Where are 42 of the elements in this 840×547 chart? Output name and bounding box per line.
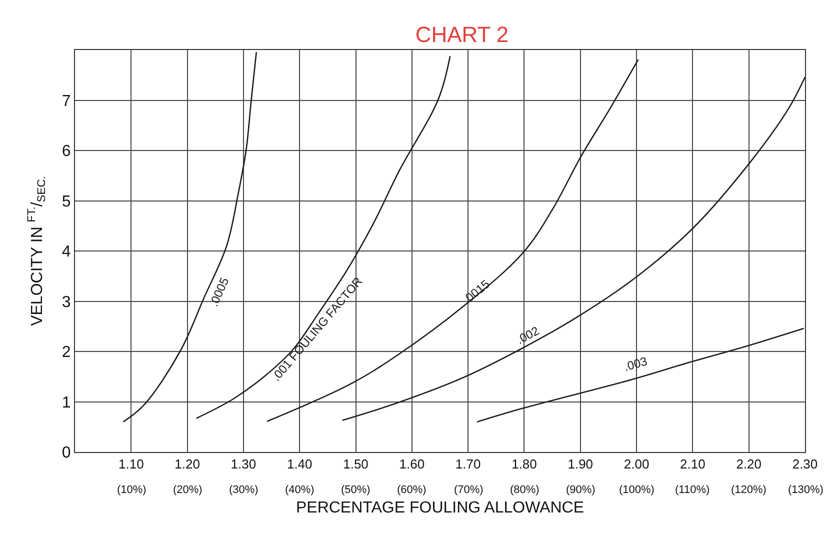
x-tick-label: 1.10 — [118, 456, 144, 472]
text: (100%) — [619, 484, 654, 496]
y-tick-label: 7 — [62, 92, 71, 110]
x-tick-label: 2.00 — [624, 456, 650, 472]
text: (120%) — [731, 484, 766, 496]
line-series — [196, 55, 451, 419]
text: .003 — [622, 354, 650, 374]
chart-title: CHART 2 — [415, 22, 509, 47]
y-tick-label: 4 — [62, 244, 71, 261]
x-tick-label: 1.30 — [230, 456, 256, 472]
y-tick-label: 5 — [62, 193, 71, 210]
x-tick-label: 1.70 — [455, 456, 481, 472]
x-tick-label: 2.30 — [792, 456, 818, 472]
x-tick-label: 2.10 — [680, 456, 706, 472]
text: (40%) — [285, 484, 314, 496]
text: (70%) — [454, 484, 484, 496]
text: (10%) — [117, 484, 146, 496]
x-tick-label: 1.90 — [568, 456, 594, 472]
x-tick-label: 2.20 — [736, 456, 762, 472]
x-tick-label: 1.50 — [343, 456, 368, 472]
x-tick-label: 1.40 — [286, 456, 312, 472]
y-tick-label: 0 — [62, 444, 71, 462]
x-tick-label: 1.20 — [174, 456, 200, 472]
text: (80%) — [510, 484, 540, 496]
text: .002 — [514, 323, 542, 347]
x-tick-label: 1.60 — [399, 456, 425, 472]
line-series — [476, 328, 805, 422]
x-axis-title: PERCENTAGE FOULING ALLOWANCE — [296, 499, 584, 516]
text: .0005 — [206, 275, 232, 309]
text: (110%) — [675, 484, 710, 496]
y-tick-label: 1 — [62, 394, 71, 412]
line-series — [122, 51, 258, 422]
y-tick-label: 3 — [62, 294, 71, 311]
y-tick-label: 6 — [62, 143, 71, 160]
text: (30%) — [229, 484, 258, 496]
text: (20%) — [173, 484, 202, 496]
text: (60%) — [397, 484, 426, 496]
text: (50%) — [341, 484, 370, 496]
text: (130%) — [788, 484, 824, 496]
text: (90%) — [566, 484, 596, 496]
x-tick-label: 1.80 — [512, 456, 537, 472]
y-tick-label: 2 — [62, 344, 71, 362]
